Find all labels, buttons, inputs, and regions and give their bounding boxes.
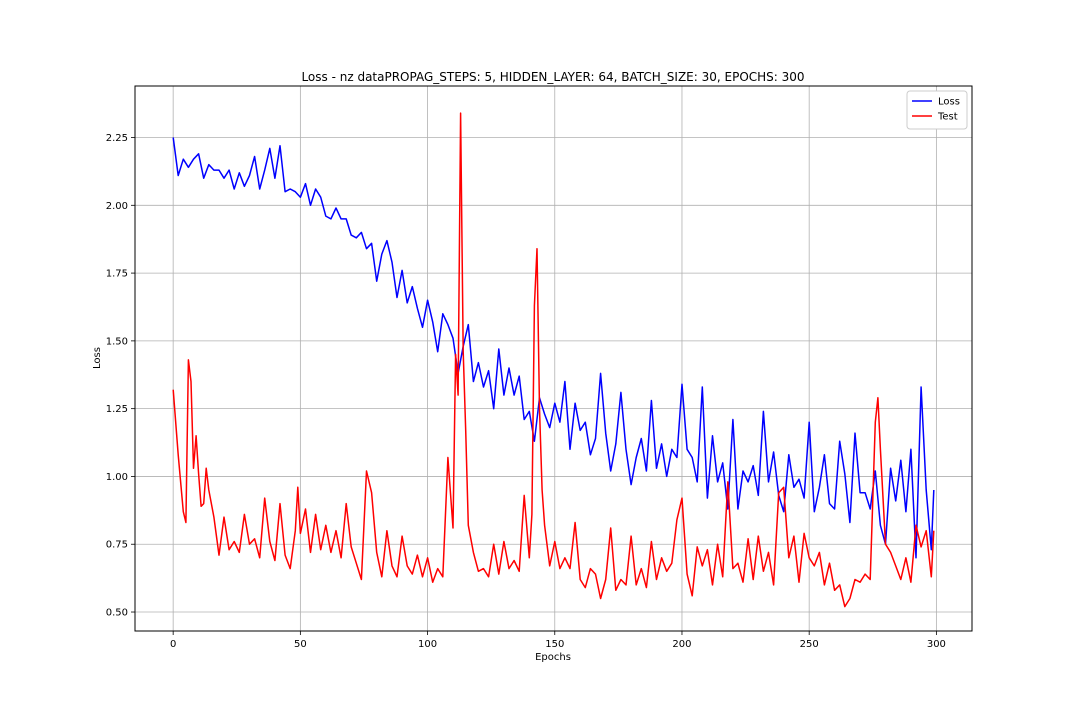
x-tick-label: 0 [170, 639, 176, 650]
y-tick-label: 1.25 [106, 404, 128, 415]
x-tick-label: 100 [418, 639, 437, 650]
axes-ticks: 0 50 100 150 200 250 300 0.50 0.75 1.00 1.25 1.50 1.… [106, 133, 946, 650]
series-layer [172, 112, 935, 608]
y-tick-label: 1.50 [106, 336, 128, 347]
legend: Loss Test [906, 90, 968, 130]
x-tick-label: 300 [927, 639, 946, 650]
series-line-test [172, 112, 935, 608]
x-tick-label: 150 [545, 639, 564, 650]
y-axis-label: Loss [92, 347, 103, 369]
y-tick-label: 1.00 [106, 472, 128, 483]
x-axis-label: Epochs [535, 652, 571, 663]
y-tick-label: 0.75 [106, 540, 128, 551]
series-line-loss [172, 137, 935, 559]
legend-label-loss: Loss [938, 97, 960, 108]
y-tick-label: 0.50 [106, 608, 128, 619]
y-tick-label: 2.25 [106, 133, 128, 144]
y-tick-label: 1.75 [106, 269, 128, 280]
y-tick-label: 2.00 [106, 201, 128, 212]
x-tick-label: 200 [672, 639, 691, 650]
x-tick-label: 50 [294, 639, 307, 650]
plot-frame [134, 85, 973, 632]
x-tick-label: 250 [800, 639, 819, 650]
legend-label-test: Test [937, 112, 958, 123]
chart-title: Loss - nz dataPROPAG_STEPS: 5, HIDDEN_LA… [301, 70, 804, 84]
